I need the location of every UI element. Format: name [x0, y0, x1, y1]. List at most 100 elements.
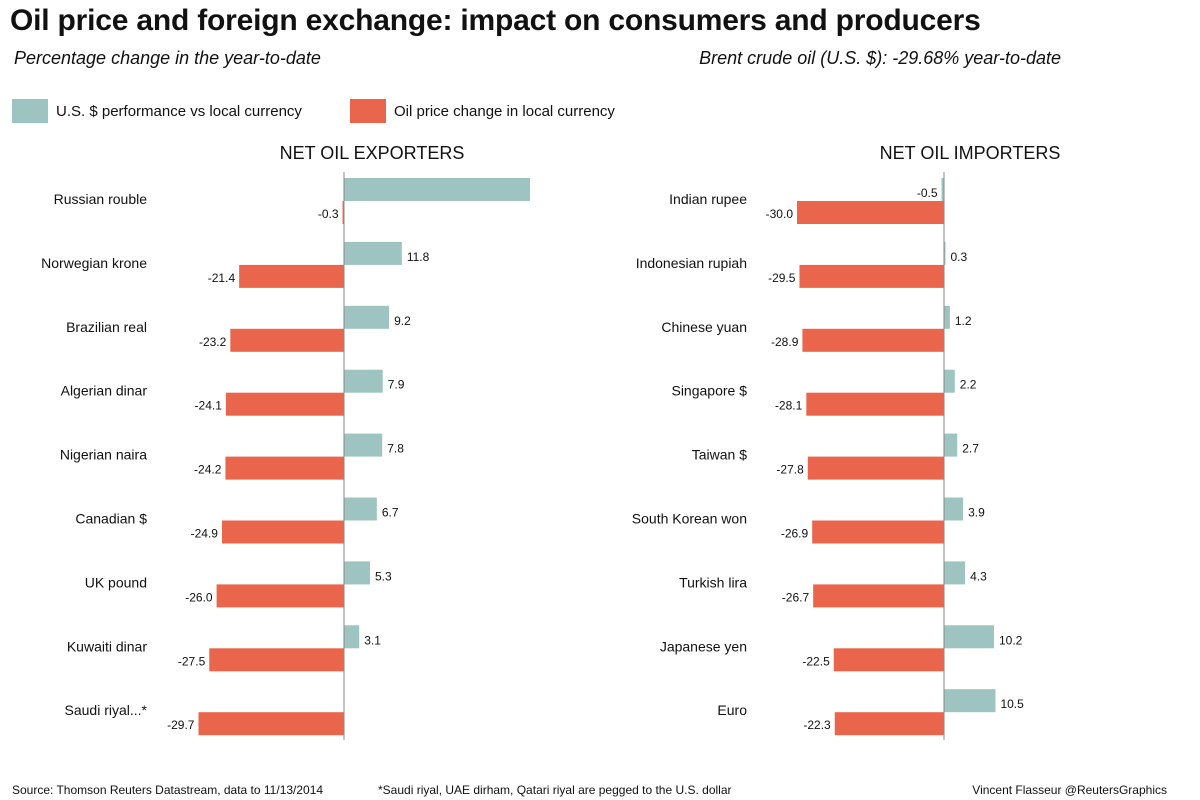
data-label-usd: 7.8 [387, 442, 404, 456]
bar-usd [344, 433, 383, 457]
chart-subtitle: Percentage change in the year-to-date [14, 48, 321, 68]
data-label-oil: -0.3 [318, 207, 339, 221]
panel-title-importers: NET OIL IMPORTERS [880, 143, 1061, 163]
data-label-oil: -26.7 [782, 590, 810, 604]
data-label-usd: 0.3 [950, 250, 967, 264]
bar-usd [944, 369, 955, 393]
bar-oil [833, 648, 944, 672]
legend-item-usd: U.S. $ performance vs local currency [12, 99, 302, 123]
data-label-usd: 4.3 [970, 569, 987, 583]
data-label-usd: 10.2 [999, 633, 1023, 647]
data-label-usd: 11.8 [407, 250, 430, 264]
bar-oil [834, 712, 944, 736]
category-label: Nigerian naira [60, 447, 147, 463]
legend-swatch-usd [12, 99, 48, 123]
data-label-oil: -21.4 [208, 271, 236, 285]
category-label: Indonesian rupiah [636, 255, 747, 271]
category-label: Saudi riyal...* [65, 702, 148, 718]
bar-oil [225, 392, 344, 416]
bar-usd [344, 561, 370, 585]
chart-title: Oil price and foreign exchange: impact o… [10, 4, 981, 37]
panel-title-exporters: NET OIL EXPORTERS [280, 143, 465, 163]
category-label: Japanese yen [660, 638, 747, 654]
bar-usd [344, 178, 530, 201]
bar-oil [813, 584, 944, 608]
data-label-usd: 2.7 [962, 442, 979, 456]
data-label-oil: -27.8 [776, 463, 804, 477]
data-label-oil: -29.5 [768, 271, 796, 285]
bar-oil [209, 648, 344, 672]
bar-usd [944, 625, 994, 649]
bar-usd [941, 178, 944, 201]
data-label-oil: -24.2 [194, 463, 222, 477]
footer-note: *Saudi riyal, UAE dirham, Qatari riyal a… [378, 783, 732, 797]
data-label-usd: 9.2 [394, 314, 411, 328]
category-label: Algerian dinar [61, 383, 148, 399]
data-label-oil: -23.2 [199, 335, 227, 349]
bar-oil [225, 456, 344, 480]
data-label-usd: 7.9 [388, 378, 405, 392]
bar-oil [198, 712, 344, 736]
data-label-oil: -22.5 [802, 654, 830, 668]
category-label: Canadian $ [75, 511, 147, 527]
bar-oil [230, 328, 344, 352]
bar-oil [239, 264, 344, 288]
category-label: Russian rouble [54, 191, 148, 207]
category-label: Singapore $ [671, 383, 747, 399]
category-label: Chinese yuan [661, 319, 747, 335]
category-label: Norwegian krone [41, 255, 147, 271]
data-label-oil: -26.9 [781, 527, 809, 541]
data-label-oil: -26.0 [185, 590, 213, 604]
bar-oil [797, 201, 944, 224]
data-label-oil: -28.9 [771, 335, 799, 349]
bar-usd [944, 433, 958, 457]
category-label: Brazilian real [66, 319, 147, 335]
data-label-usd: 1.2 [955, 314, 972, 328]
legend-label-usd: U.S. $ performance vs local currency [56, 102, 302, 120]
category-label: Taiwan $ [692, 447, 747, 463]
data-label-usd: 6.7 [382, 506, 399, 520]
data-label-usd: -0.5 [917, 186, 938, 200]
data-label-oil: -28.1 [775, 399, 803, 413]
category-label: Euro [717, 702, 747, 718]
bar-usd [944, 305, 950, 329]
category-label: UK pound [85, 574, 147, 590]
category-label: South Korean won [632, 511, 747, 527]
data-label-oil: -24.1 [195, 399, 223, 413]
data-label-oil: -27.5 [178, 654, 206, 668]
bar-oil [216, 584, 344, 608]
data-label-usd: 3.9 [968, 506, 985, 520]
bar-oil [812, 520, 944, 544]
data-label-oil: -30.0 [766, 207, 794, 221]
legend-item-oil: Oil price change in local currency [350, 99, 615, 123]
brent-note: Brent crude oil (U.S. $): -29.68% year-t… [699, 48, 1061, 68]
bar-usd [944, 241, 946, 265]
bar-oil [342, 201, 344, 224]
data-label-usd: 5.3 [375, 569, 392, 583]
category-label: Turkish lira [679, 574, 747, 590]
data-label-oil: -29.7 [167, 718, 195, 732]
bar-usd [944, 689, 996, 713]
data-label-oil: -22.3 [803, 718, 831, 732]
bar-oil [802, 328, 944, 352]
data-label-usd: 3.1 [364, 633, 381, 647]
bar-oil [221, 520, 344, 544]
data-label-oil: -24.9 [191, 527, 219, 541]
bar-usd [344, 305, 390, 329]
legend-label-oil: Oil price change in local currency [394, 102, 615, 120]
bar-oil [807, 456, 944, 480]
bar-usd [344, 369, 383, 393]
bar-usd [344, 241, 402, 265]
legend-swatch-oil [350, 99, 386, 123]
bar-usd [944, 497, 964, 521]
category-label: Indian rupee [669, 191, 747, 207]
footer-credit: Vincent Flasseur @ReutersGraphics [972, 783, 1167, 797]
data-label-usd: 2.2 [960, 378, 977, 392]
footer-source: Source: Thomson Reuters Datastream, data… [12, 783, 324, 797]
bar-usd [344, 625, 360, 649]
category-label: Kuwaiti dinar [67, 638, 147, 654]
bar-oil [799, 264, 944, 288]
data-label-usd: 10.5 [1000, 697, 1024, 711]
bar-oil [806, 392, 944, 416]
